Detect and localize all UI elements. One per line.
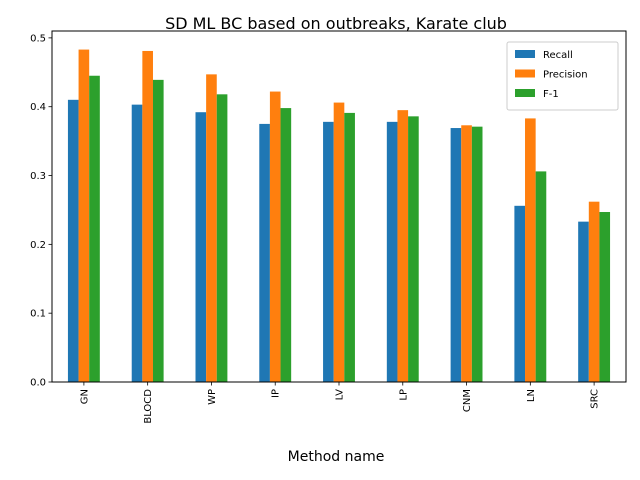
bar-f-1-cnm: [471, 126, 483, 382]
bar-precision-blocd: [142, 50, 153, 383]
legend-label-precision: Precision: [543, 70, 588, 81]
bar-precision-src: [588, 201, 600, 382]
x-tick-label-ip: IP: [271, 389, 282, 398]
bar-recall-wp: [195, 112, 207, 383]
bar-recall-cnm: [450, 128, 462, 382]
bar-recall-gn: [67, 99, 79, 382]
bar-f-1-gn: [89, 75, 100, 383]
bar-precision-lv: [333, 102, 345, 382]
legend: Recall Precision F-1: [506, 41, 619, 111]
y-tick-label: 0.0: [30, 378, 46, 389]
bar-precision-ip: [269, 91, 281, 382]
chart-title: SD ML BC based on outbreaks, Karate club: [165, 14, 507, 33]
x-tick-label-src: SRC: [590, 389, 601, 409]
bar-recall-ln: [514, 205, 526, 382]
legend-label-f-1: F-1: [543, 89, 559, 100]
bar-recall-ip: [259, 123, 270, 382]
bar-f-1-wp: [216, 94, 228, 382]
bar-f-1-src: [599, 212, 611, 382]
bar-precision-cnm: [461, 125, 472, 382]
bar-f-1-blocd: [152, 79, 164, 383]
y-tick-label: 0.5: [30, 33, 46, 44]
x-tick-label-blocd: BLOCD: [143, 389, 154, 424]
x-tick-label-lp: LP: [398, 389, 409, 401]
y-tick-label: 0.4: [30, 102, 46, 113]
bar-precision-gn: [78, 49, 90, 382]
y-axis: 0.0 0.1 0.2 0.3 0.4 0.5: [30, 33, 52, 389]
bar-f-1-lp: [408, 116, 419, 382]
x-axis: GN BLOCD WP IP LV LP CNM LN SRC: [79, 382, 601, 424]
y-tick-label: 0.3: [30, 171, 46, 182]
bar-precision-lp: [397, 110, 409, 383]
x-tick-label-cnm: CNM: [462, 389, 473, 412]
bar-f-1-lv: [344, 112, 355, 383]
legend-swatch-f-1: [515, 89, 535, 97]
bar-recall-lv: [323, 121, 334, 382]
bar-recall-src: [578, 221, 589, 382]
bar-f-1-ip: [280, 108, 292, 382]
legend-swatch-recall: [515, 50, 535, 58]
plot-frame: [51, 30, 627, 383]
bars-group: [67, 49, 611, 383]
x-tick-label-gn: GN: [79, 389, 90, 404]
bar-precision-wp: [206, 74, 217, 383]
bar-recall-blocd: [131, 104, 143, 382]
x-tick-label-wp: WP: [207, 389, 218, 405]
y-tick-label: 0.1: [30, 309, 46, 320]
bar-recall-lp: [386, 121, 398, 382]
x-tick-label-lv: LV: [335, 389, 346, 400]
bar-precision-ln: [525, 118, 536, 382]
legend-swatch-precision: [515, 69, 535, 78]
y-tick-label: 0.2: [30, 240, 46, 251]
legend-label-recall: Recall: [543, 50, 573, 61]
bar-f-1-ln: [535, 171, 547, 382]
x-tick-label-ln: LN: [526, 389, 537, 402]
x-axis-label: Method name: [288, 449, 385, 465]
